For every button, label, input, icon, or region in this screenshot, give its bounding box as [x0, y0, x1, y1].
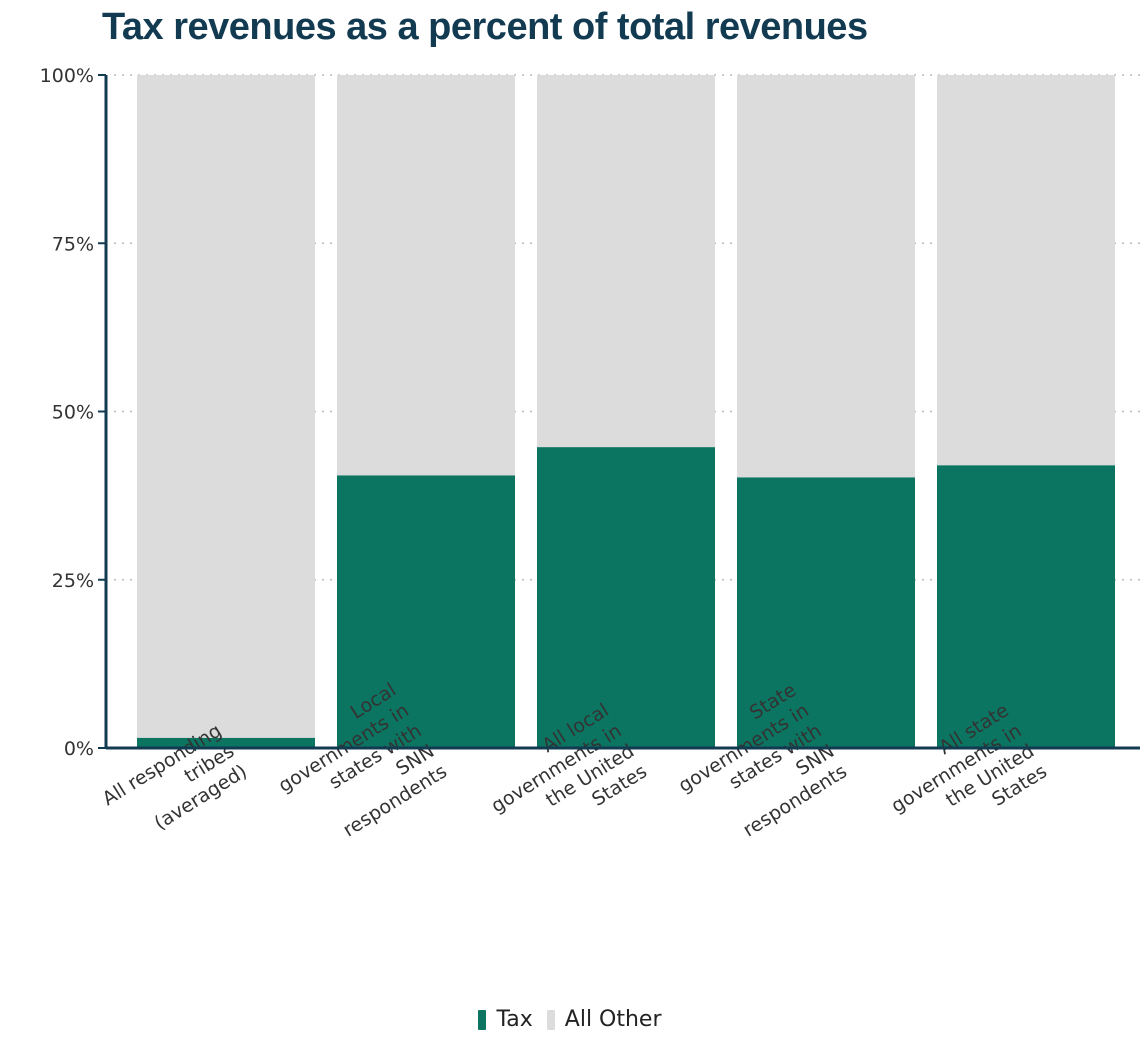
stacked-bar-chart: All respondingtribes(averaged)Localgover… [40, 65, 1140, 841]
legend: Tax All Other [0, 1007, 1140, 1032]
y-tick-label: 50% [52, 402, 94, 424]
bar-all-other [137, 75, 315, 738]
legend-label-all-other: All Other [564, 1007, 662, 1032]
bar-all-other [737, 75, 915, 478]
bar-tax [737, 477, 915, 748]
bar-all-other [937, 75, 1115, 466]
bar-tax [537, 447, 715, 748]
bar-all-other [537, 75, 715, 448]
y-tick-label: 0% [64, 738, 94, 760]
bar-tax [937, 465, 1115, 748]
legend-label-tax: Tax [496, 1007, 533, 1032]
legend-item-tax[interactable]: Tax [478, 1007, 533, 1032]
bar-tax [337, 475, 515, 748]
legend-swatch-tax [478, 1009, 487, 1030]
legend-item-all-other[interactable]: All Other [546, 1007, 662, 1032]
y-tick-label: 100% [40, 65, 94, 87]
bar-all-other [337, 75, 515, 476]
legend-swatch-all-other [546, 1009, 555, 1030]
y-tick-label: 25% [52, 570, 94, 592]
bar-tax [137, 737, 315, 748]
chart-title: Tax revenues as a percent of total reven… [102, 6, 868, 48]
y-tick-label: 75% [52, 233, 94, 255]
